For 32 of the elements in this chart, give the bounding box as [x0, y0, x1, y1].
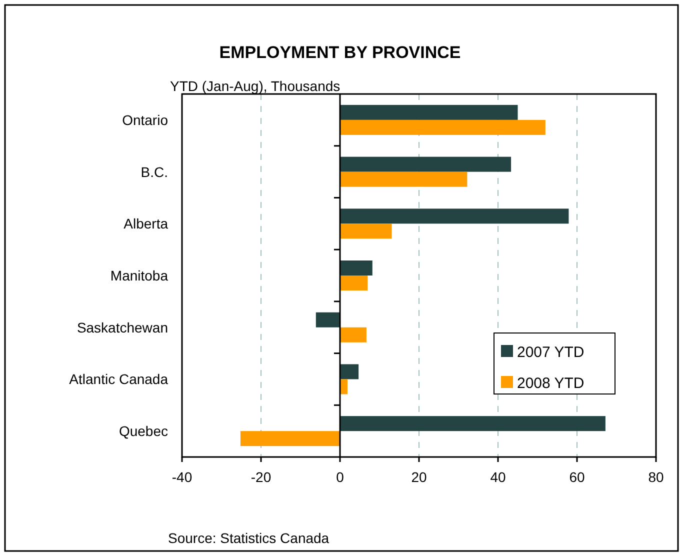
y-tick-label: Atlantic Canada: [69, 371, 168, 388]
y-tick-label: Saskatchewan: [76, 319, 168, 336]
bar: [340, 156, 512, 172]
bar: [340, 276, 368, 290]
bar: [340, 364, 359, 380]
x-tick-label: 0: [336, 469, 344, 485]
bar: [340, 327, 366, 342]
legend-label: 2007 YTD: [517, 344, 584, 361]
x-tick-label: 80: [648, 469, 664, 485]
chart-title: EMPLOYMENT BY PROVINCE: [219, 43, 461, 62]
y-tick-label: Alberta: [124, 216, 168, 232]
bar: [340, 224, 392, 239]
x-tick-label: 60: [569, 469, 585, 485]
bar: [316, 312, 340, 328]
bar: [240, 431, 340, 446]
y-tick-label: Manitoba: [110, 268, 168, 284]
bar: [340, 104, 518, 120]
bar: [340, 208, 569, 224]
x-tick-label: 20: [411, 469, 427, 485]
bar: [340, 120, 546, 135]
y-tick-label: Ontario: [122, 112, 168, 128]
chart-subtitle: YTD (Jan-Aug), Thousands: [170, 78, 340, 94]
source-note: Source: Statistics Canada: [168, 530, 330, 546]
x-tick-label: 40: [490, 469, 506, 485]
x-tick-label: -20: [250, 469, 272, 485]
bar: [340, 260, 372, 276]
legend-label: 2008 YTD: [517, 375, 584, 392]
y-tick-label: Quebec: [118, 423, 168, 440]
x-tick-label: -40: [172, 469, 192, 485]
bar: [340, 416, 606, 432]
y-tick-label: B.C.: [140, 164, 168, 180]
bar: [340, 172, 468, 187]
